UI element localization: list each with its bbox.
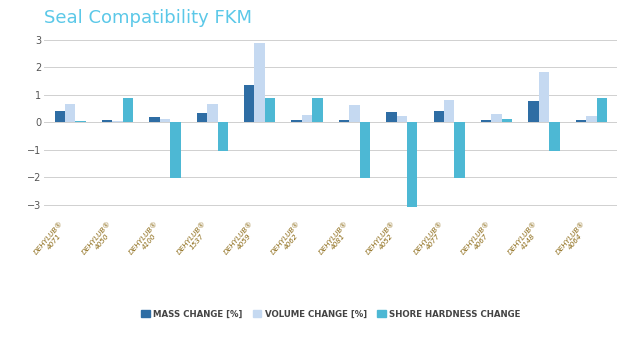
Bar: [549, 122, 559, 151]
Bar: [123, 98, 133, 122]
Bar: [597, 98, 607, 122]
Text: Seal Compatibility FKM: Seal Compatibility FKM: [44, 10, 252, 27]
Bar: [433, 111, 444, 122]
Bar: [112, 121, 123, 122]
Bar: [454, 122, 465, 178]
Bar: [55, 111, 65, 122]
Bar: [444, 100, 454, 122]
Bar: [302, 114, 312, 122]
Bar: [292, 120, 302, 122]
Bar: [529, 101, 539, 122]
Bar: [217, 122, 228, 151]
Bar: [576, 120, 586, 122]
Bar: [586, 116, 597, 122]
Bar: [349, 105, 360, 122]
Bar: [197, 113, 207, 122]
Bar: [76, 121, 86, 122]
Bar: [386, 112, 397, 122]
Bar: [481, 120, 491, 122]
Bar: [539, 72, 549, 122]
Bar: [265, 98, 275, 122]
Bar: [397, 116, 407, 122]
Bar: [312, 98, 323, 122]
Bar: [207, 103, 217, 122]
Bar: [360, 122, 370, 178]
Bar: [255, 43, 265, 122]
Bar: [339, 120, 349, 122]
Bar: [244, 85, 255, 122]
Bar: [501, 119, 512, 122]
Bar: [102, 120, 112, 122]
Bar: [160, 119, 170, 122]
Bar: [407, 122, 418, 207]
Bar: [149, 117, 160, 122]
Bar: [170, 122, 181, 178]
Legend: MASS CHANGE [%], VOLUME CHANGE [%], SHORE HARDNESS CHANGE: MASS CHANGE [%], VOLUME CHANGE [%], SHOR…: [137, 306, 524, 322]
Bar: [491, 114, 501, 122]
Bar: [65, 105, 76, 122]
